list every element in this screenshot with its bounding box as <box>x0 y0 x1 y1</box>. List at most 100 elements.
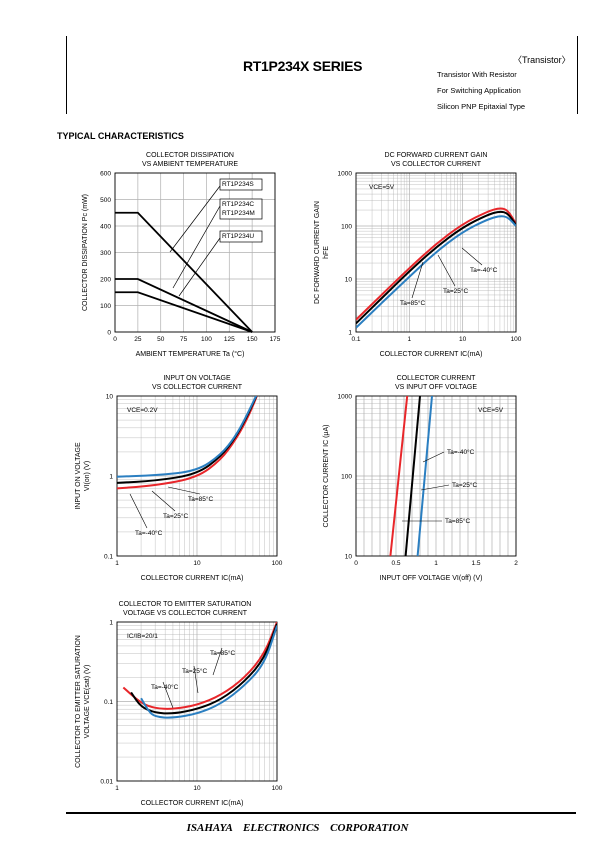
series-line <box>356 207 516 321</box>
x-tick-label: 100 <box>511 336 522 343</box>
series-label: Ta=25°C <box>452 481 477 489</box>
y-tick-label: 10 <box>345 554 353 561</box>
document-title: RT1P234X SERIES <box>243 58 363 74</box>
footer-rule <box>66 812 576 814</box>
series-label: Ta=-40°C <box>470 266 498 274</box>
chart-title: COLLECTOR DISSIPATION <box>146 152 234 159</box>
series-label-box <box>219 178 263 191</box>
y-tick-label: 600 <box>100 171 111 178</box>
x-axis-label: COLLECTOR CURRENT IC(mA) <box>380 351 483 358</box>
chart-title: VS COLLECTOR CURRENT <box>152 384 243 391</box>
header-frame <box>66 36 578 114</box>
condition-label: IC/IB=20/1 <box>127 633 158 640</box>
series-line <box>130 623 277 715</box>
series-line <box>117 396 258 490</box>
series-label: Ta=85°C <box>188 495 213 503</box>
y-axis-label: DC FORWARD CURRENT GAIN <box>314 201 321 304</box>
chart-title: COLLECTOR CURRENT <box>397 375 477 382</box>
y-tick-label: 400 <box>100 224 111 231</box>
x-tick-label: 0 <box>354 560 358 567</box>
series-label: Ta=25°C <box>163 512 188 520</box>
y-axis-label: COLLECTOR TO EMITTER SATURATION <box>75 635 82 768</box>
x-tick-label: 0.5 <box>391 560 400 567</box>
leader-line <box>167 486 201 495</box>
leader-line <box>162 681 174 709</box>
y-tick-label: 100 <box>100 303 111 310</box>
series-label: RT1P234C <box>222 201 254 208</box>
condition-label: VCE=5V <box>478 407 504 414</box>
series-label-box <box>219 230 263 243</box>
leader-line <box>420 484 450 491</box>
x-tick-label: 175 <box>270 336 281 343</box>
x-axis-label: COLLECTOR CURRENT IC(mA) <box>141 800 244 807</box>
x-tick-label: 75 <box>180 336 188 343</box>
x-tick-label: 1 <box>115 785 119 792</box>
leader-line <box>172 205 221 289</box>
x-tick-label: 100 <box>272 560 283 567</box>
subtitle-line-3: Silicon PNP Epitaxial Type <box>437 102 526 111</box>
y-tick-label: 0 <box>107 330 111 337</box>
x-tick-label: 0.1 <box>351 336 360 343</box>
series-line <box>356 215 516 329</box>
footer-company: ISAHAYA ELECTRONICS CORPORATION <box>186 822 409 834</box>
chart-title: VS COLLECTOR CURRENT <box>391 161 482 168</box>
x-tick-label: 100 <box>272 785 283 792</box>
x-tick-label: 100 <box>201 336 212 343</box>
chart-title: DC FORWARD CURRENT GAIN <box>385 152 488 159</box>
series-label: Ta=25°C <box>443 287 468 295</box>
series-line <box>115 211 253 333</box>
x-tick-label: 1 <box>434 560 438 567</box>
subtitle-line-2: For Switching Application <box>437 86 521 95</box>
series-label: RT1P234U <box>222 233 254 240</box>
series-line <box>416 396 433 556</box>
chart-title: VOLTAGE VS COLLECTOR CURRENT <box>123 610 248 617</box>
y-axis-label: COLLECTOR DISSIPATION Pc (mW) <box>82 194 89 311</box>
series-line <box>404 396 421 556</box>
series-line <box>389 396 409 556</box>
plot-frame <box>355 395 517 557</box>
x-axis-label: COLLECTOR CURRENT IC(mA) <box>141 575 244 582</box>
leader-line <box>212 647 223 676</box>
y-axis-label: INPUT ON VOLTAGE <box>75 442 82 510</box>
y-axis-label: VOLTAGE VCE(sat) (V) <box>84 665 91 739</box>
series-label: Ta=85°C <box>210 649 235 657</box>
series-label: RT1P234S <box>222 181 254 188</box>
y-tick-label: 1000 <box>338 171 353 178</box>
x-tick-label: 50 <box>157 336 165 343</box>
leader-line <box>169 185 221 253</box>
series-line <box>122 622 277 710</box>
leader-line <box>193 665 199 694</box>
chart-title: INPUT ON VOLTAGE <box>163 375 231 382</box>
y-axis-label: VI(on) (V) <box>84 461 91 491</box>
leader-line <box>437 254 456 287</box>
series-label: Ta=-40°C <box>135 529 163 537</box>
leader-line <box>411 261 424 299</box>
plot-frame <box>114 172 276 333</box>
chart-vcesat_vs_ic <box>116 621 278 782</box>
x-tick-label: 150 <box>247 336 258 343</box>
series-label-box <box>219 198 263 220</box>
plot-frame <box>355 172 517 333</box>
series-line <box>115 291 253 333</box>
y-tick-label: 200 <box>100 277 111 284</box>
series-line <box>117 396 258 478</box>
chart-pc_vs_ta <box>114 172 276 333</box>
y-tick-label: 10 <box>106 394 114 401</box>
y-axis-label: hFE <box>323 246 330 259</box>
series-label: Ta=-40°C <box>151 683 179 691</box>
y-tick-label: 1 <box>348 330 352 337</box>
y-tick-label: 1000 <box>338 394 353 401</box>
plot-frame <box>116 621 278 782</box>
x-tick-label: 10 <box>193 785 201 792</box>
leader-line <box>422 451 445 463</box>
chart-vion_vs_ic <box>116 395 278 557</box>
y-tick-label: 0.1 <box>104 554 113 561</box>
section-title: TYPICAL CHARACTERISTICS <box>57 131 184 141</box>
x-tick-label: 125 <box>224 336 235 343</box>
chart-title: COLLECTOR TO EMITTER SATURATION <box>119 601 252 608</box>
x-axis-label: INPUT OFF VOLTAGE VI(off) (V) <box>380 575 483 582</box>
series-label: RT1P234M <box>222 210 255 217</box>
x-axis-label: AMBIENT TEMPERATURE Ta (°C) <box>136 350 245 358</box>
leader-line <box>178 237 221 297</box>
